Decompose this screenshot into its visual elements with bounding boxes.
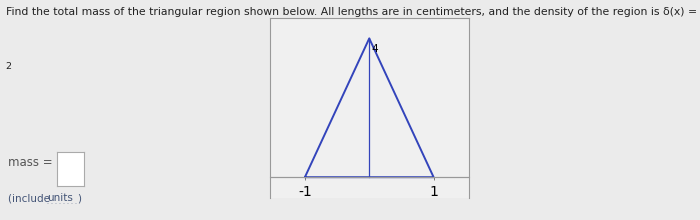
Text: 2: 2	[6, 62, 12, 71]
Text: units: units	[47, 193, 73, 203]
Text: · · · · · · · ·: · · · · · · · ·	[47, 201, 77, 206]
Text: 4: 4	[372, 44, 379, 54]
Text: Find the total mass of the triangular region shown below. All lengths are in cen: Find the total mass of the triangular re…	[6, 7, 700, 16]
Text: ): )	[77, 193, 81, 203]
Text: (include: (include	[8, 193, 54, 203]
Text: mass =: mass =	[8, 156, 53, 169]
